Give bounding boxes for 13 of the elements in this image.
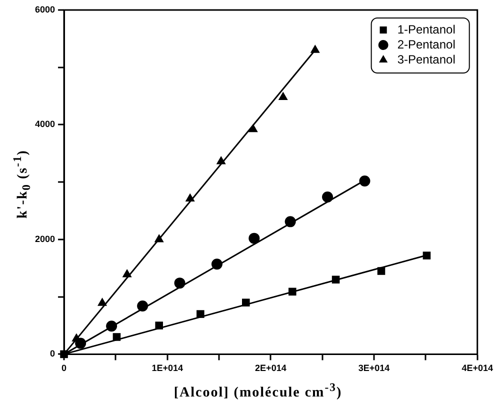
x-tick-label: 2E+014	[255, 363, 286, 374]
legend-label: 2-Pentanol	[397, 37, 456, 52]
x-tick-label: 0	[62, 363, 67, 374]
y-tick-label: 0	[50, 348, 56, 359]
x-tick-label: 1E+014	[152, 363, 183, 374]
legend-label: 3-Pentanol	[397, 52, 456, 66]
y-tick-label: 2000	[34, 234, 56, 244]
x-tick-label: 3E+014	[358, 363, 390, 374]
legend-label: 1-Pentanol	[397, 22, 456, 36]
y-tick-label: 4000	[34, 119, 56, 130]
x-axis-title: [Alcool] (molécule cm$^{-3}$)	[172, 381, 344, 402]
y-tick-label: 6000	[34, 4, 56, 14]
x-tick-label: 4E+014	[462, 363, 493, 374]
